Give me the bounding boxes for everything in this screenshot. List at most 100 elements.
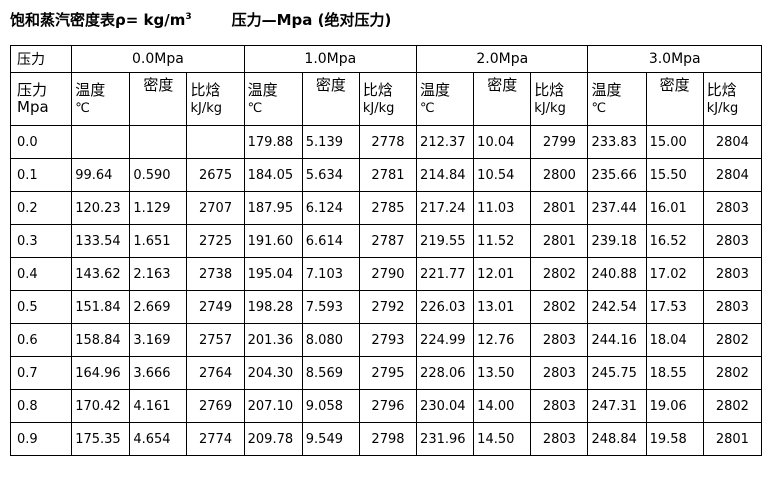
temperature-cell: 207.10 (243, 389, 303, 423)
group-header: 0.0Mpa (71, 45, 245, 73)
temperature-cell: 143.62 (71, 257, 131, 291)
density-cell: 12.01 (473, 257, 532, 291)
table-row: 0.2 120.23 1.129 2707 187.95 6.124 2785 217.24 1… (9, 191, 763, 225)
enthalpy-header: 比焓 kJ/kg (530, 72, 589, 126)
enthalpy-cell: 2798 (358, 422, 418, 456)
temperature-cell (71, 125, 131, 159)
temperature-cell: 240.88 (587, 257, 647, 291)
temperature-cell: 244.16 (587, 323, 647, 357)
density-cell: 16.01 (645, 191, 704, 225)
enthalpy-unit: kJ/kg (190, 100, 222, 116)
density-cell (129, 125, 188, 159)
enthalpy-cell: 2802 (702, 389, 763, 423)
density-cell: 15.50 (645, 158, 704, 192)
table-row: 0.4 143.62 2.163 2738 195.04 7.103 2790 221.77 1… (9, 257, 763, 291)
density-cell: 16.52 (645, 224, 704, 258)
temperature-cell: 217.24 (416, 191, 475, 225)
density-header: 密度 (301, 72, 360, 126)
enthalpy-cell: 2793 (358, 323, 418, 357)
temperature-cell: 120.23 (71, 191, 131, 225)
temperature-cell: 184.05 (243, 158, 303, 192)
temperature-cell: 212.37 (416, 125, 475, 159)
density-header: 密度 (129, 72, 188, 126)
enthalpy-label: 比焓 (706, 80, 737, 99)
density-cell: 3.169 (129, 323, 188, 357)
temperature-cell: 204.30 (243, 356, 303, 390)
temperature-cell: 158.84 (71, 323, 131, 357)
density-cell: 17.53 (645, 290, 704, 324)
density-cell: 10.04 (473, 125, 532, 159)
density-cell: 2.163 (129, 257, 188, 291)
enthalpy-cell: 2749 (186, 290, 245, 324)
density-cell: 13.50 (473, 356, 532, 390)
density-cell: 14.50 (473, 422, 532, 456)
density-cell: 1.651 (129, 224, 188, 258)
density-cell: 6.124 (301, 191, 360, 225)
temperature-cell: 233.83 (587, 125, 647, 159)
enthalpy-cell: 2802 (530, 257, 589, 291)
enthalpy-label: 比焓 (362, 80, 393, 99)
density-cell: 4.161 (129, 389, 188, 423)
temperature-cell: 99.64 (71, 158, 131, 192)
density-header: 密度 (473, 72, 532, 126)
table-row: 0.3 133.54 1.651 2725 191.60 6.614 2787 219.55 1… (9, 224, 763, 258)
pressure-cell: 0.9 (9, 422, 73, 456)
enthalpy-cell (186, 125, 245, 159)
enthalpy-cell: 2785 (358, 191, 418, 225)
density-cell: 0.590 (129, 158, 188, 192)
temperature-label: 温度 (591, 80, 622, 99)
enthalpy-unit: kJ/kg (534, 100, 566, 116)
density-cell: 18.04 (645, 323, 704, 357)
temperature-header: 温度 ℃ (243, 72, 303, 126)
header-row-groups: 压力 0.0Mpa 1.0Mpa 2.0Mpa 3.0Mpa (9, 45, 762, 73)
enthalpy-cell: 2804 (702, 125, 763, 159)
pressure-header: 压力 (9, 45, 73, 73)
temperature-header: 温度 ℃ (587, 72, 647, 126)
enthalpy-cell: 2769 (186, 389, 245, 423)
temperature-cell: 198.28 (243, 290, 303, 324)
density-header: 密度 (645, 72, 704, 126)
enthalpy-unit: kJ/kg (706, 100, 739, 116)
group-header: 2.0Mpa (416, 45, 589, 73)
density-cell: 11.52 (473, 224, 532, 258)
pressure-unit: Mpa (17, 98, 49, 116)
group-header: 3.0Mpa (587, 45, 762, 73)
pressure-cell: 0.5 (9, 290, 73, 324)
table-row: 0.0 179.88 5.139 2778 212.37 10.04 2799 233.83 1… (9, 125, 763, 159)
density-cell: 14.00 (473, 389, 532, 423)
enthalpy-cell: 2803 (530, 422, 589, 456)
density-cell: 8.080 (301, 323, 360, 357)
temperature-label: 温度 (420, 80, 451, 99)
density-cell: 18.55 (645, 356, 704, 390)
enthalpy-cell: 2707 (186, 191, 245, 225)
temperature-unit: ℃ (247, 100, 263, 116)
density-cell: 4.654 (129, 422, 188, 456)
enthalpy-cell: 2795 (358, 356, 418, 390)
temperature-header: 温度 ℃ (416, 72, 475, 126)
enthalpy-cell: 2764 (186, 356, 245, 390)
steam-density-table: 压力 0.0Mpa 1.0Mpa 2.0Mpa 3.0Mpa 压力 Mpa 温度 ℃ 密… (9, 45, 763, 456)
temperature-cell: 231.96 (416, 422, 475, 456)
temperature-label: 温度 (75, 80, 106, 99)
enthalpy-header: 比焓 kJ/kg (358, 72, 418, 126)
enthalpy-cell: 2774 (186, 422, 245, 456)
enthalpy-cell: 2804 (702, 158, 763, 192)
density-cell: 5.139 (301, 125, 360, 159)
temperature-cell: 187.95 (243, 191, 303, 225)
temperature-cell: 179.88 (243, 125, 303, 159)
temperature-cell: 228.06 (416, 356, 475, 390)
enthalpy-cell: 2803 (702, 224, 763, 258)
table-row: 0.9 175.35 4.654 2774 209.78 9.549 2798 231.96 1… (9, 422, 763, 456)
enthalpy-cell: 2801 (702, 422, 763, 456)
enthalpy-cell: 2778 (358, 125, 418, 159)
density-cell: 11.03 (473, 191, 532, 225)
group-header: 1.0Mpa (243, 45, 418, 73)
enthalpy-header: 比焓 kJ/kg (702, 72, 763, 126)
temperature-cell: 214.84 (416, 158, 475, 192)
temperature-unit: ℃ (420, 100, 435, 116)
pressure-label: 压力 (17, 81, 48, 99)
enthalpy-cell: 2801 (530, 191, 589, 225)
temperature-cell: 242.54 (587, 290, 647, 324)
temperature-cell: 133.54 (71, 224, 131, 258)
density-cell: 9.549 (301, 422, 360, 456)
